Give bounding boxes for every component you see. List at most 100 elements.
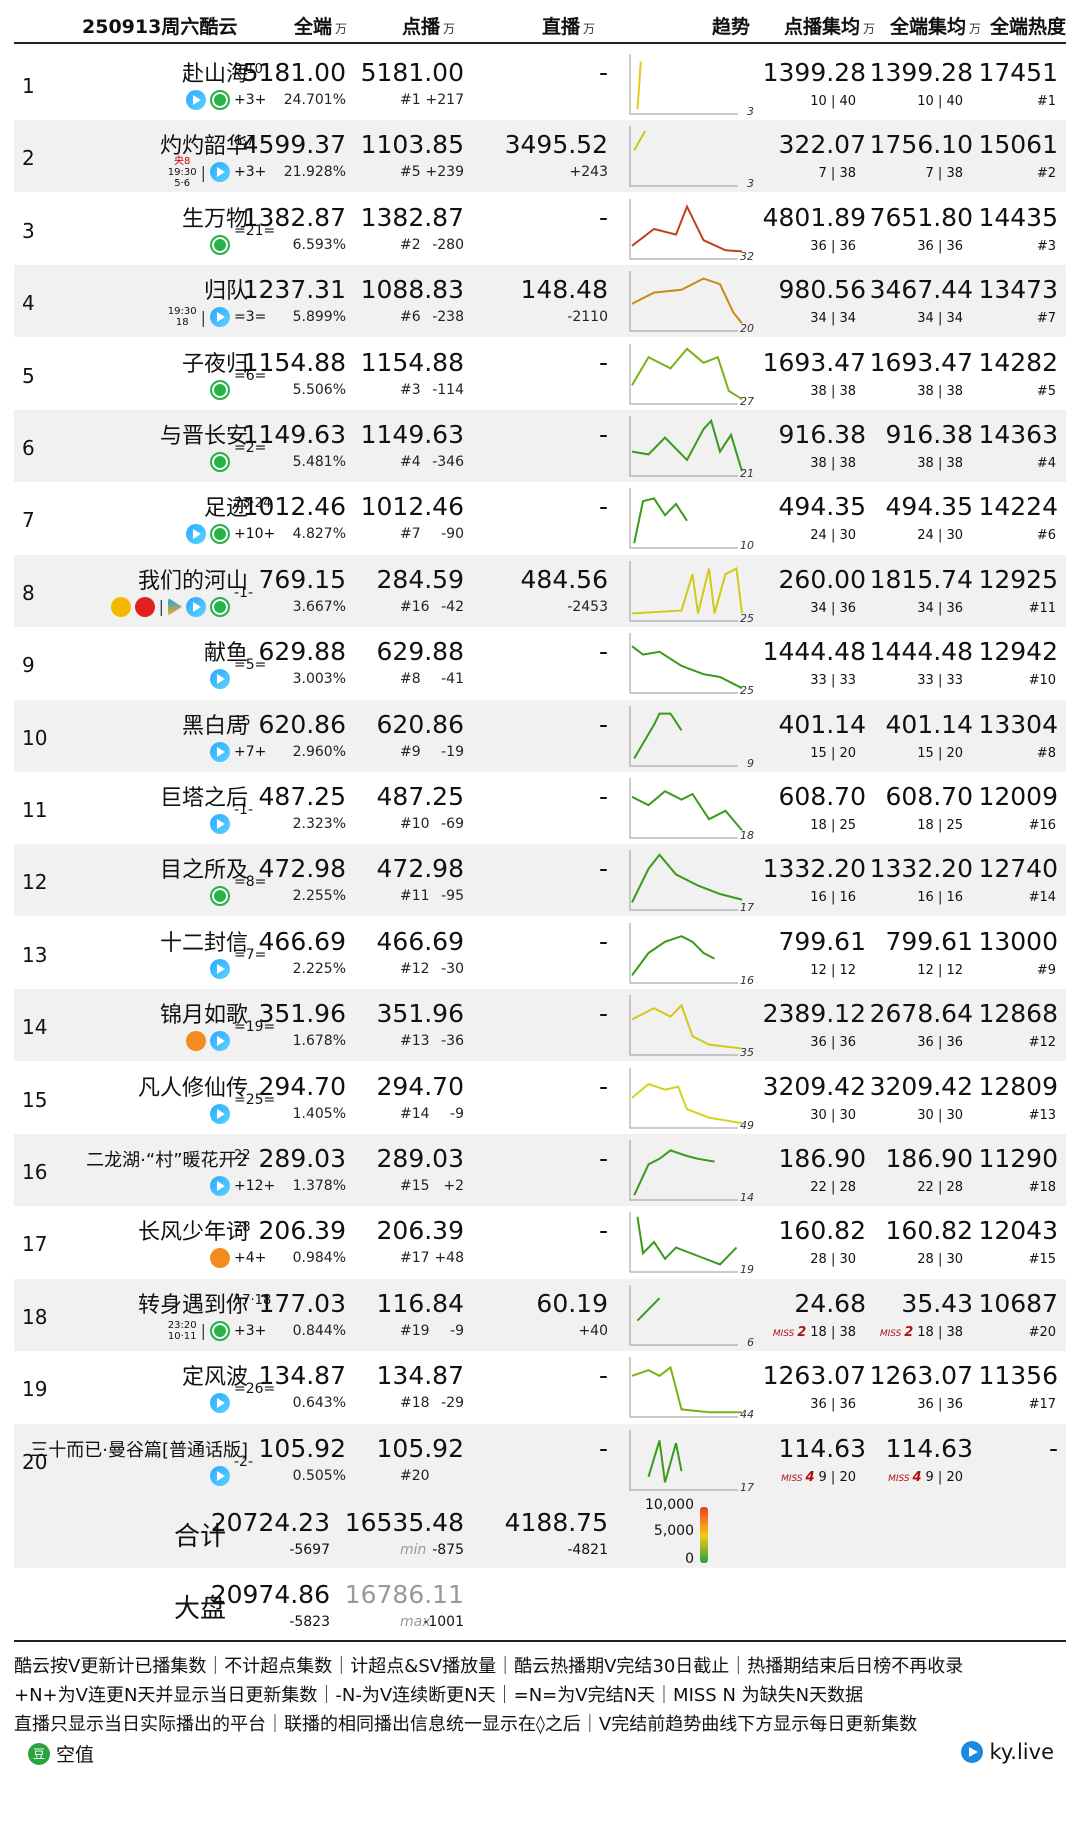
youku-icon	[186, 90, 206, 110]
update-streak: =26=	[234, 1381, 276, 1398]
table-row[interactable]: 16 二龙湖·“村”暖花开2 22 +12+ 289.03 1.378% 289…	[14, 1134, 1066, 1206]
vod-episode-ratio: 36 | 36	[810, 1035, 856, 1051]
trend-line	[631, 203, 743, 253]
table-row[interactable]: 9 献鱼 =5= 629.88 3.003% 629.88 #8 -41 - 2…	[14, 627, 1066, 699]
full-episode-ratio: 34 | 36	[917, 600, 963, 616]
table-row[interactable]: 6 与晋长安 =2= 1149.63 5.481% 1149.63 #4 -34…	[14, 410, 1066, 482]
table-row[interactable]: 14 锦月如歌 =19= 351.96 1.678% 351.96 #13 -3…	[14, 989, 1066, 1062]
vod-rank: #15	[400, 1178, 430, 1194]
table-row[interactable]: 15 凡人修仙传 =25= 294.70 1.405% 294.70 #14 -…	[14, 1062, 1066, 1134]
full-share: 24.701%	[283, 92, 346, 108]
show-title[interactable]: 我们的河山	[137, 568, 248, 594]
table-row[interactable]: 4 归队 19:30 18 | =3= 1237.31 5.899% 1088.83…	[14, 265, 1066, 338]
show-title[interactable]: 转身遇到你	[137, 1292, 248, 1318]
show-title[interactable]: 长风少年词	[137, 1220, 248, 1246]
show-title[interactable]: 与晋长安	[159, 424, 248, 449]
show-title[interactable]: 黑白局	[181, 713, 248, 739]
heat-value: 17451	[978, 58, 1058, 87]
full-share: 2.225%	[292, 960, 346, 977]
show-title[interactable]: 凡人修仙传	[137, 1075, 248, 1101]
full-value: 4599.37	[242, 130, 346, 160]
rank-number: 3	[22, 218, 35, 243]
table-row[interactable]: 3 生万物 =21= 1382.87 6.593% 1382.87 #2 -28…	[14, 193, 1066, 265]
rank-number: 13	[22, 942, 48, 967]
show-title[interactable]: 定风波	[181, 1365, 248, 1391]
show-title[interactable]: 锦月如歌	[159, 1003, 248, 1029]
trend-sparkline: 9	[628, 704, 754, 770]
table-row[interactable]: 17 长风少年词 28 +4+ 206.39 0.984% 206.39 #17…	[14, 1206, 1066, 1278]
show-title[interactable]: 目之所及	[159, 858, 248, 884]
live-delta: +243	[569, 164, 608, 181]
heat-rank: #4	[1036, 456, 1056, 471]
vod-episode-ratio: 15 | 20	[810, 745, 856, 761]
table-row[interactable]: 8 我们的河山 | -1- 769.15 3.667% 284.59 #16 -…	[14, 554, 1066, 627]
vod-value: 629.88	[376, 637, 464, 667]
table-row[interactable]: 20 三十而已·曼谷篇[普通话版] -2- 105.92 0.505% 105.…	[14, 1423, 1066, 1496]
full-episode-ratio: MISS 2 18 | 38	[879, 1324, 963, 1340]
trend-chart	[629, 1212, 738, 1273]
heat-rank: #2	[1036, 166, 1056, 182]
vod-delta: -280	[432, 236, 464, 253]
trend-axis	[629, 778, 738, 839]
table-row[interactable]: 19 定风波 =26= 134.87 0.643% 134.87 #18 -29…	[14, 1351, 1066, 1423]
show-title[interactable]: 献鱼	[203, 641, 248, 667]
full-average: 160.82	[885, 1216, 973, 1246]
live-value: -	[598, 854, 608, 884]
update-streak: +3+	[234, 164, 267, 181]
table-row[interactable]: 18 转身遇到你 17·18 23:20 10·11 | +3+ 177.03 0.…	[14, 1278, 1066, 1351]
full-value: 769.15	[258, 564, 346, 594]
vod-episode-ratio: MISS 2 18 | 38	[772, 1324, 856, 1340]
update-streak: +12+	[234, 1178, 276, 1194]
vod-value: 206.39	[376, 1216, 464, 1246]
trend-line	[631, 1365, 742, 1414]
tv-schedule: 23:20 10·11	[168, 1320, 197, 1342]
table-row[interactable]: 7 足迹 23·24 +10+ 1012.46 4.827% 1012.46 #…	[14, 482, 1066, 554]
table-row[interactable]: 2 灼灼韶华 6·7 央8 19:30 5·6 | +3+ 4599.37 21.92…	[14, 120, 1066, 193]
show-title[interactable]: 足迹	[203, 496, 248, 522]
vod-episode-ratio: 30 | 30	[810, 1107, 856, 1123]
market-row: 大盘 20974.86 -5823 16786.11 max -1001	[14, 1568, 1066, 1640]
vod-rank: #16	[400, 598, 430, 615]
platform-icons	[186, 1029, 230, 1053]
full-value: 105.92	[258, 1433, 346, 1463]
table-row[interactable]: 5 子夜归 =6= 1154.88 5.506% 1154.88 #3 -114…	[14, 338, 1066, 410]
vod-average: 3209.42	[762, 1071, 866, 1101]
footnote-line: +N+为V连更N天并显示当日更新集数｜-N-为V连续断更N天｜=N=为V完结N天…	[14, 1685, 864, 1706]
vod-average: 186.90	[778, 1144, 866, 1173]
vod-episode-ratio: 34 | 36	[810, 600, 856, 616]
footnotes: 酷云按V更新计已播集数｜不计超点集数｜计超点&SV播放量｜酷云热播期V完结30日…	[14, 1640, 1066, 1739]
trend-label: 25	[740, 611, 754, 625]
platform-icons	[210, 740, 230, 764]
trend-chart	[629, 198, 743, 260]
table-row[interactable]: 1 赴山海 9·10 +3+ 5181.00 24.701% 5181.00 #…	[14, 48, 1066, 120]
show-title[interactable]: 子夜归	[181, 351, 248, 377]
show-title[interactable]: 三十而已·曼谷篇[普通话版]	[30, 1439, 248, 1461]
trend-label: 3	[747, 177, 754, 191]
full-share: 5.899%	[292, 309, 346, 326]
show-title[interactable]: 巨塔之后	[159, 786, 248, 811]
market-vod-tag: max	[400, 1614, 431, 1630]
show-title[interactable]: 赴山海	[181, 62, 248, 87]
full-share: 2.323%	[292, 816, 346, 832]
table-row[interactable]: 13 十二封信 =7= 466.69 2.225% 466.69 #12 -30…	[14, 917, 1066, 989]
table-row[interactable]: 11 巨塔之后 -1- 487.25 2.323% 487.25 #10 -69…	[14, 772, 1066, 844]
live-value: -	[598, 782, 608, 811]
trend-label: 21	[740, 467, 754, 480]
show-title[interactable]: 归队	[203, 279, 248, 305]
show-title[interactable]: 灼灼韶华	[159, 134, 248, 160]
trend-line	[631, 566, 743, 615]
youku-icon	[210, 1031, 230, 1052]
update-streak: +3+	[234, 1322, 267, 1339]
table-row[interactable]: 12 目之所及 =8= 472.98 2.255% 472.98 #11 -95…	[14, 844, 1066, 917]
vod-rank: #8	[400, 671, 421, 688]
youku-icon	[210, 1176, 230, 1196]
show-title[interactable]: 十二封信	[159, 930, 248, 956]
table-row[interactable]: 10 黑白局 15 +7+ 620.86 2.960% 620.86 #9 -1…	[14, 699, 1066, 772]
full-episode-ratio: 24 | 30	[917, 528, 963, 544]
show-title[interactable]: 二龙湖·“村”暖花开2	[86, 1150, 248, 1171]
show-title[interactable]: 生万物	[181, 206, 248, 232]
full-average: 401.14	[885, 709, 973, 739]
vod-value: 487.25	[376, 782, 464, 811]
youku-icon	[210, 307, 230, 328]
full-episode-ratio: 10 | 40	[917, 94, 963, 109]
